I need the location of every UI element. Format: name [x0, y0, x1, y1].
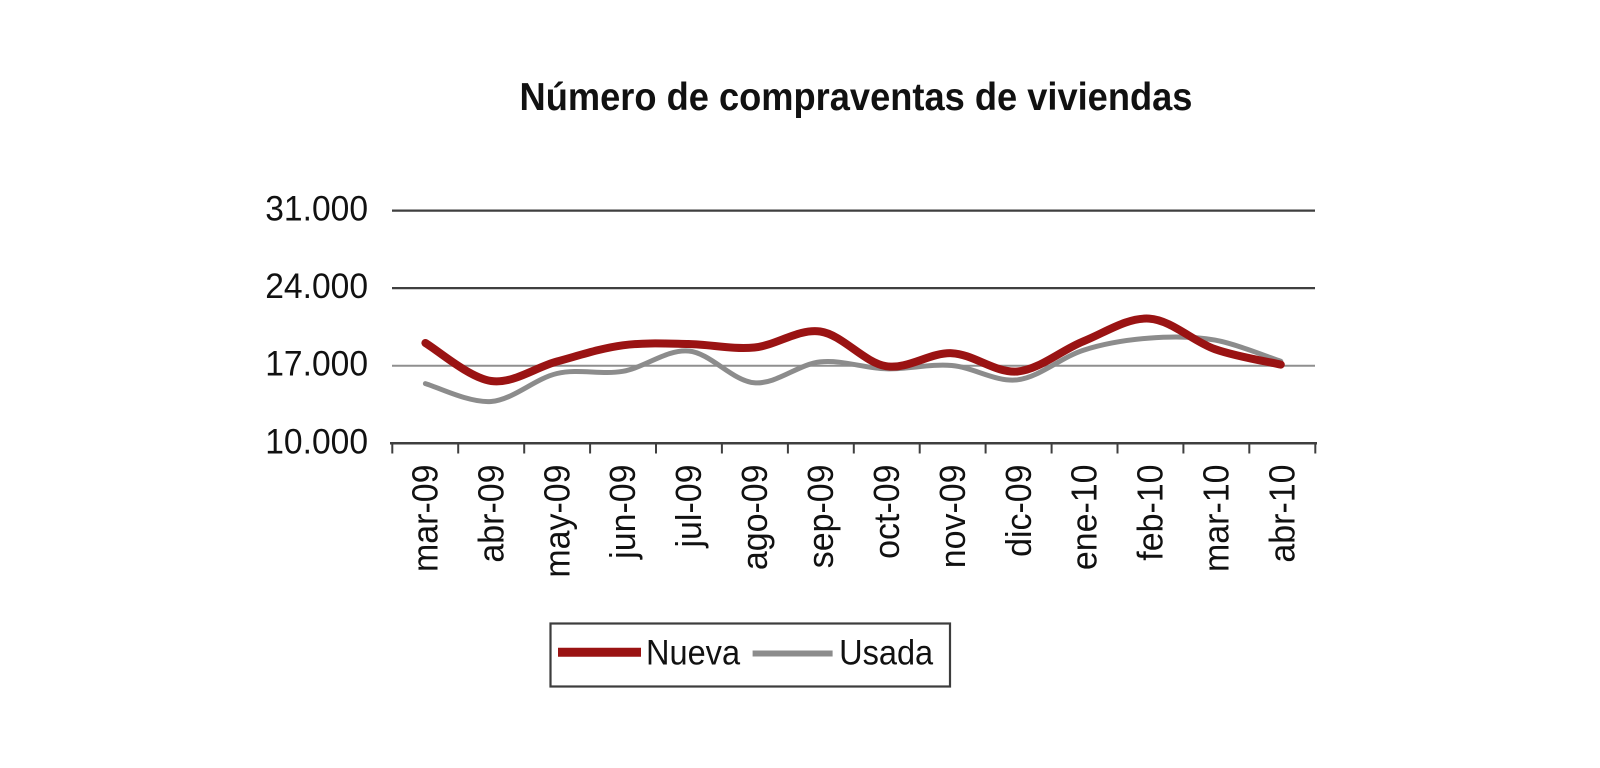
svg-text:mar-09: mar-09	[405, 465, 445, 572]
svg-text:abr-09: abr-09	[471, 465, 511, 563]
svg-text:24.000: 24.000	[265, 267, 368, 306]
svg-text:17.000: 17.000	[265, 345, 368, 384]
svg-text:jul-09: jul-09	[669, 465, 709, 549]
svg-text:sep-09: sep-09	[801, 465, 841, 569]
svg-text:nov-09: nov-09	[933, 465, 973, 569]
svg-text:Nueva: Nueva	[646, 633, 740, 672]
svg-text:jun-09: jun-09	[603, 465, 643, 560]
svg-text:may-09: may-09	[537, 465, 577, 578]
svg-text:oct-09: oct-09	[867, 465, 907, 559]
svg-text:abr-10: abr-10	[1262, 465, 1302, 563]
svg-text:Número de compraventas de vivi: Número de compraventas de viviendas	[520, 75, 1193, 118]
svg-text:mar-10: mar-10	[1196, 465, 1236, 572]
svg-text:10.000: 10.000	[265, 423, 368, 462]
svg-text:Usada: Usada	[839, 633, 933, 672]
svg-text:ene-10: ene-10	[1065, 465, 1105, 571]
svg-text:31.000: 31.000	[265, 190, 368, 229]
svg-text:feb-10: feb-10	[1130, 465, 1170, 561]
svg-text:ago-09: ago-09	[735, 465, 775, 571]
svg-text:dic-09: dic-09	[999, 465, 1039, 557]
